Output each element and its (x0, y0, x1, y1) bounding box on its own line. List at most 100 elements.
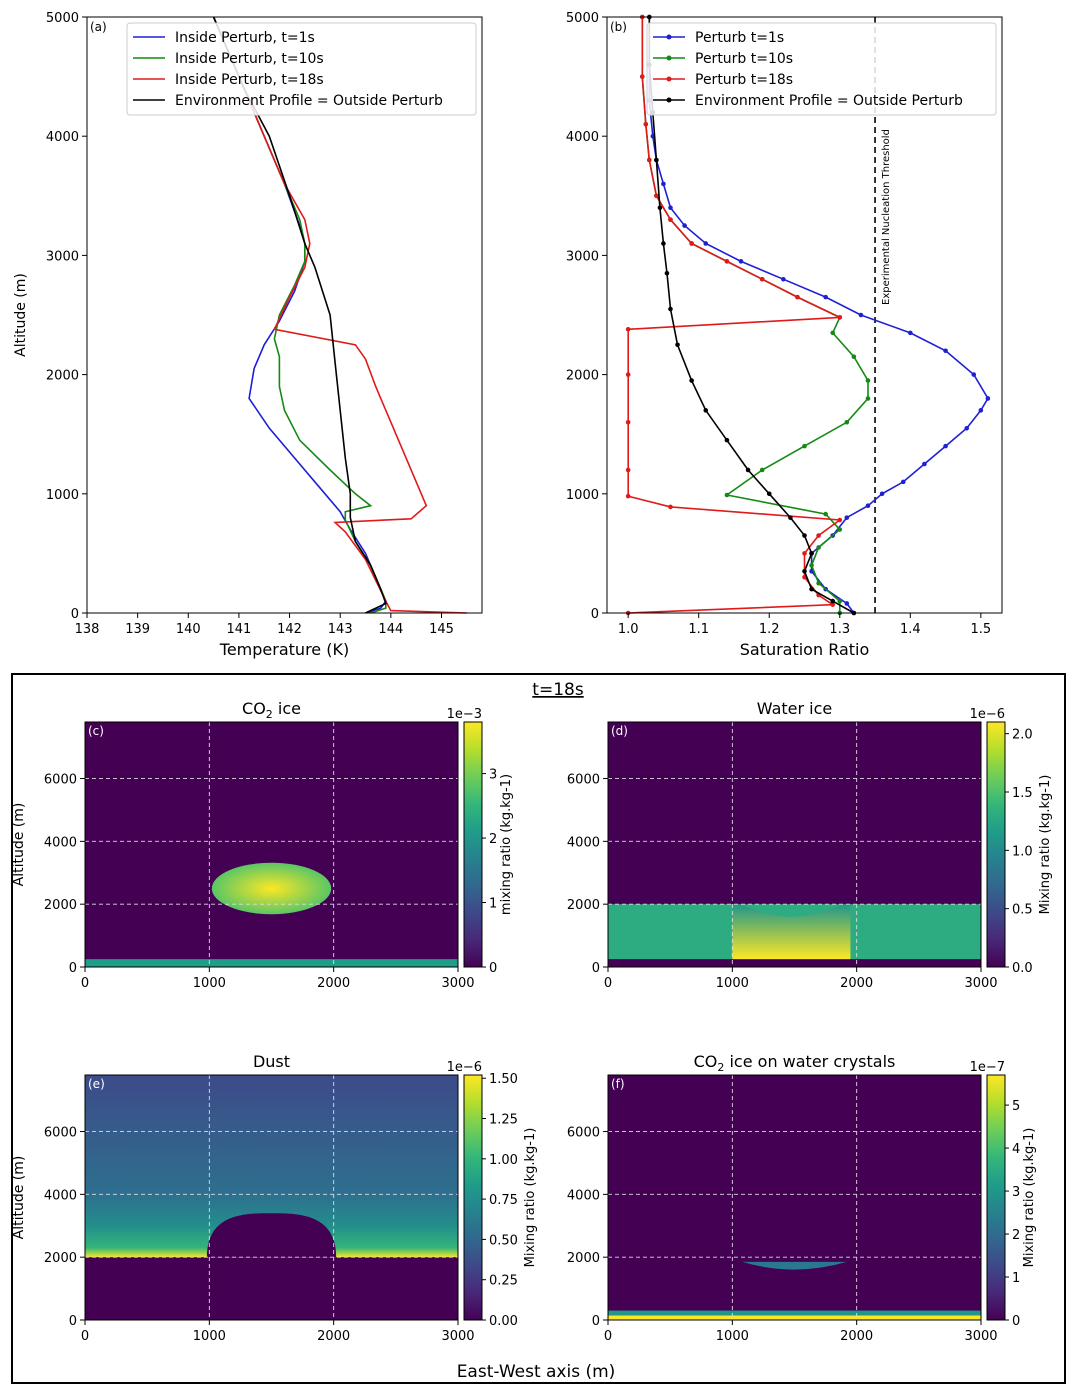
series-marker (668, 306, 673, 312)
y-tick-label: 2000 (44, 1251, 77, 1266)
colorbar-tick-label: 1.5 (1012, 786, 1033, 801)
plot-frame (86, 16, 483, 614)
series-line-3 (627, 17, 843, 614)
heatmap-band (608, 1315, 981, 1320)
heatmap-cap (732, 904, 851, 960)
series-marker (844, 419, 850, 425)
legend-entry: Perturb t=1s (695, 30, 784, 46)
plot-frame (84, 1074, 459, 1321)
series-marker (745, 467, 751, 473)
panel-label: (c) (88, 724, 104, 738)
series-marker (844, 515, 850, 520)
legend-entry: Environment Profile = Outside Perturb (175, 93, 443, 109)
series-marker (682, 223, 687, 228)
legend-marker (666, 55, 672, 61)
colorbar-tick-label: 1.50 (489, 1072, 518, 1087)
series-marker (625, 327, 631, 332)
y-tick-label: 0 (71, 607, 79, 622)
panel-label: (b) (610, 20, 627, 34)
plot-frame (84, 721, 459, 968)
heatmap-field (608, 1075, 981, 1320)
series-marker (830, 330, 836, 336)
y-tick-label: 6000 (44, 1126, 77, 1141)
x-tick-label: 138 (75, 622, 100, 637)
series-marker (802, 533, 807, 538)
colorbar-label: Mixing ratio (kg.kg-1) (1022, 1128, 1037, 1268)
series-marker (724, 259, 730, 264)
colorbar-tick-label: 1 (489, 897, 497, 912)
series-line-3 (212, 16, 467, 614)
series-marker (703, 408, 709, 413)
x-tick-label: 0 (604, 976, 612, 991)
series-marker (647, 157, 652, 163)
legend-marker (666, 76, 672, 82)
series-marker (865, 396, 871, 401)
y-tick-label: 4000 (567, 1188, 600, 1203)
series-marker (781, 276, 786, 282)
title-subscript: 2 (717, 1061, 724, 1074)
series-marker (837, 598, 843, 604)
panel-title: CO2 ice on water crystals (694, 1052, 896, 1074)
x-tick-label: 143 (328, 622, 353, 637)
series-marker (809, 551, 814, 556)
panel-label: (d) (611, 724, 628, 738)
title-subscript: 2 (266, 708, 273, 721)
panel-title: CO2 ice (242, 699, 301, 721)
x-tick-label: 2000 (840, 1329, 873, 1344)
y-tick-label: 2000 (567, 898, 600, 913)
y-axis-label: Altitude (m) (13, 273, 29, 357)
series-marker (625, 467, 631, 473)
y-tick-label: 0 (592, 961, 600, 976)
colorbar-tick-label: 0 (489, 961, 497, 976)
y-tick-label: 4000 (44, 835, 77, 850)
title-text: Water ice (757, 699, 832, 718)
series-marker (625, 493, 631, 499)
heatmap-band (85, 959, 458, 967)
x-tick-label: 141 (227, 622, 252, 637)
plot-frame (606, 16, 1003, 614)
series-marker (816, 580, 821, 586)
series-marker (802, 551, 807, 556)
colorbar-tick-label: 1.25 (489, 1113, 518, 1128)
colorbar (463, 721, 483, 968)
panel-c: 0 1000 2000 3000 0 2000 4000 6000 Altitude (m) CO… (11, 699, 514, 991)
heatmap-lens (742, 1261, 847, 1270)
legend-entry: Perturb t=18s (695, 72, 793, 88)
series-marker (657, 205, 663, 211)
y-tick-label: 0 (592, 1314, 600, 1329)
x-tick-label: 1.2 (759, 622, 780, 637)
x-tick-label: 3000 (964, 976, 997, 991)
series-marker (668, 205, 673, 211)
title-text-rest: ice (273, 699, 301, 718)
series-marker (816, 545, 821, 550)
series-marker (661, 241, 666, 246)
series-marker (724, 492, 730, 498)
panel-title: Dust (253, 1052, 290, 1071)
legend-box (126, 22, 477, 116)
series-marker (738, 259, 744, 264)
series-marker (978, 408, 984, 413)
y-tick-label: 2000 (46, 369, 79, 384)
colorbar-tick-label: 0.75 (489, 1193, 518, 1208)
series-marker (844, 601, 850, 606)
series-marker (668, 217, 673, 222)
x-tick-label: 3000 (441, 1329, 474, 1344)
x-tick-label: 1.5 (970, 622, 991, 637)
colorbar-exponent: 1e−6 (970, 707, 1005, 722)
x-tick-label: 1.3 (829, 622, 850, 637)
series-marker (654, 193, 659, 199)
series-marker (664, 270, 670, 276)
series-marker (809, 586, 814, 592)
series-marker (879, 491, 885, 497)
series-marker (809, 563, 814, 568)
legend-marker (666, 34, 672, 40)
series-marker (971, 372, 977, 377)
series-line-4 (212, 16, 387, 614)
heatmap-background (85, 722, 458, 967)
series-marker (943, 443, 948, 449)
series-marker (643, 121, 649, 127)
x-tick-label: 145 (429, 622, 454, 637)
panel-label: (a) (90, 20, 107, 34)
series-marker (689, 241, 694, 246)
